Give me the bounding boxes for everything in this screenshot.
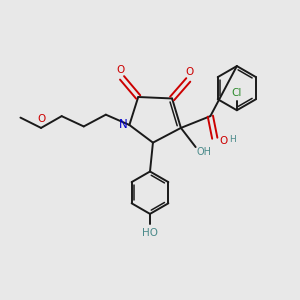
Text: H: H — [229, 135, 236, 144]
Text: OH: OH — [197, 147, 212, 158]
Text: O: O — [38, 114, 46, 124]
Text: O: O — [186, 67, 194, 77]
Text: HO: HO — [142, 228, 158, 238]
Text: O: O — [116, 64, 125, 75]
Text: O: O — [219, 136, 227, 146]
Text: Cl: Cl — [232, 88, 242, 98]
Text: N: N — [118, 118, 127, 131]
